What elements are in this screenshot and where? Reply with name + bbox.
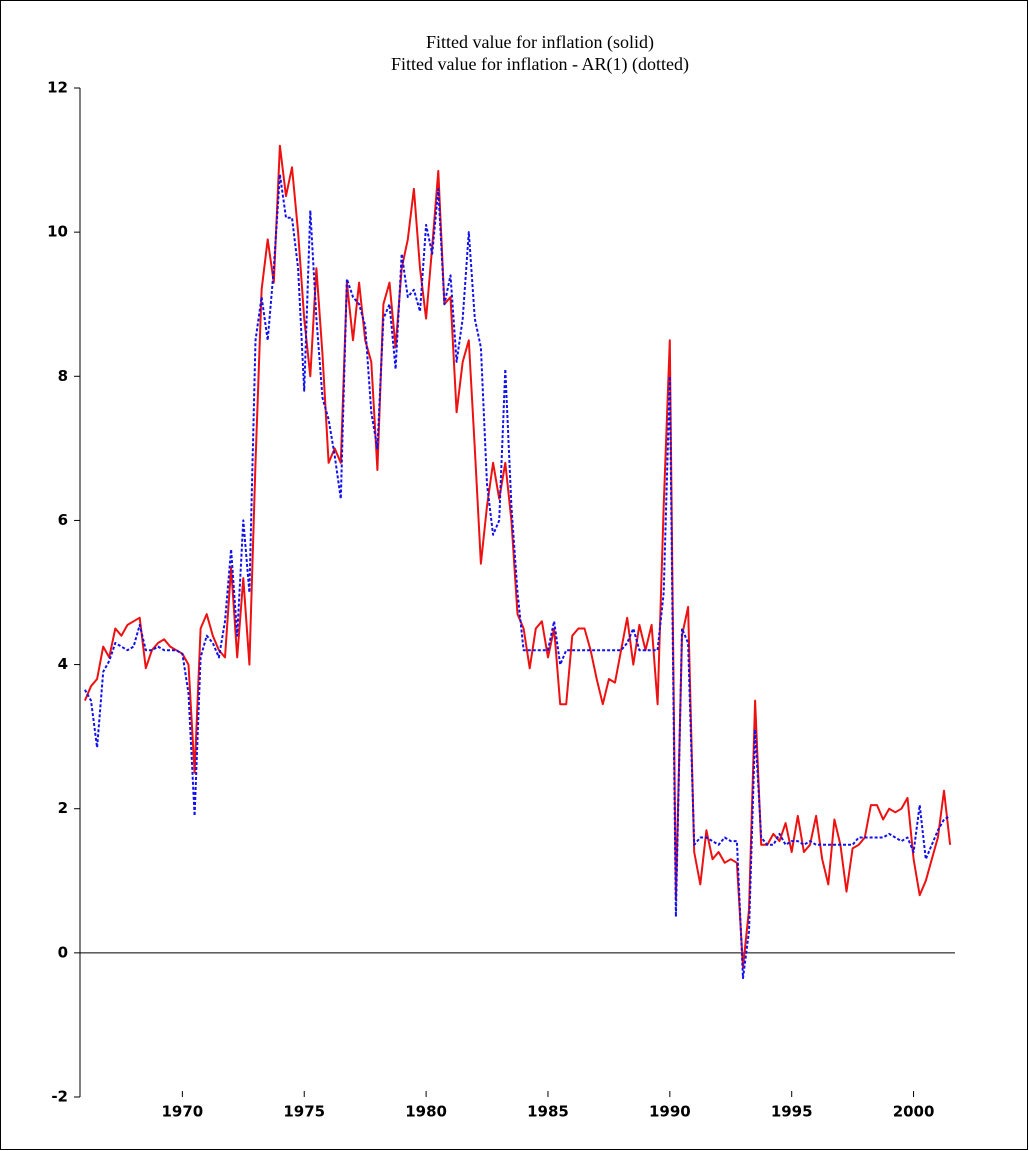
y-tick-label: -2: [51, 1088, 68, 1106]
y-tick-label: 12: [47, 79, 68, 97]
y-tick-label: 6: [58, 511, 68, 529]
x-tick-label: 2000: [893, 1103, 935, 1121]
x-tick-label: 1980: [405, 1103, 447, 1121]
x-tick-label: 1985: [527, 1103, 569, 1121]
y-tick-label: 0: [58, 943, 68, 961]
series-line: [83, 144, 952, 969]
chart-title: Fitted value for inflation (solid): [426, 32, 654, 53]
y-tick-label: 8: [58, 367, 68, 385]
y-tick-label: 4: [58, 655, 68, 673]
x-tick-label: 1975: [283, 1103, 325, 1121]
y-tick-label: 2: [58, 799, 68, 817]
x-tick-label: 1990: [649, 1103, 691, 1121]
chart-subtitle: Fitted value for inflation - AR(1) (dott…: [391, 54, 689, 75]
x-tick-label: 1995: [771, 1103, 813, 1121]
series-line: [84, 173, 951, 980]
y-tick-label: 10: [47, 223, 68, 241]
x-tick-label: 1970: [161, 1103, 203, 1121]
